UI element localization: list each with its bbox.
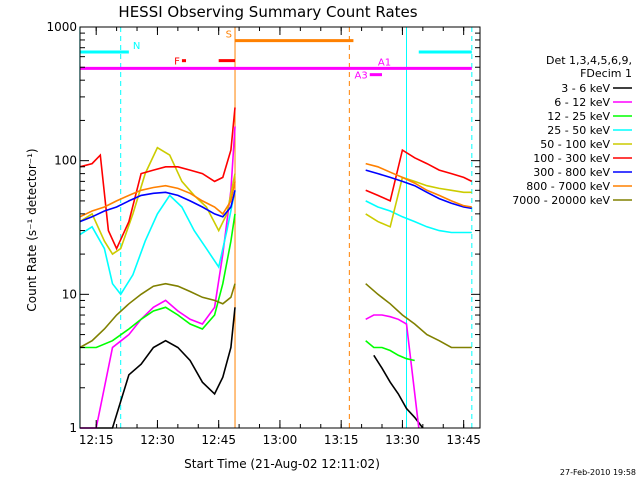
- series-line-2: [79, 213, 236, 349]
- annotation-bars: N F S A1 A3: [79, 30, 472, 82]
- series-line-7: [365, 162, 472, 208]
- annotation-label-f: F: [174, 57, 180, 68]
- x-tick-label: 12:45: [201, 433, 236, 447]
- y-tick-label: 1: [69, 421, 77, 435]
- legend-entry-label: 6 - 12 keV: [554, 96, 610, 109]
- legend-entry-label: 7000 - 20000 keV: [512, 194, 610, 207]
- series-line-3: [365, 200, 472, 234]
- data-series: [79, 107, 473, 429]
- x-tick-label: 13:45: [446, 433, 481, 447]
- series-line-3: [79, 190, 236, 296]
- series-line-0: [79, 307, 236, 429]
- y-tick-label: 10: [62, 287, 77, 301]
- series-line-8: [79, 282, 236, 349]
- legend-header: Det 1,3,4,5,6,9,: [546, 54, 632, 67]
- legend-entry-label: 12 - 25 keV: [547, 110, 610, 123]
- x-tick-label: 12:30: [140, 433, 175, 447]
- series-line-6: [79, 190, 236, 223]
- x-axis-label: Start Time (21-Aug-02 12:11:02): [184, 457, 380, 471]
- y-axis-label: Count Rate (s⁻¹ detector⁻¹): [25, 148, 39, 311]
- legend-entry-label: 25 - 50 keV: [547, 124, 610, 137]
- series-line-4: [79, 146, 236, 256]
- series-line-1: [365, 314, 420, 429]
- series-line-0: [373, 354, 424, 429]
- y-tick-label: 100: [54, 154, 77, 168]
- annotation-label-a3: A3: [355, 71, 368, 82]
- series-line-2: [365, 340, 415, 362]
- legend-entry-label: 50 - 100 keV: [540, 138, 610, 151]
- timestamp: 27-Feb-2010 19:58: [560, 468, 636, 477]
- vertical-markers: [79, 27, 473, 428]
- series-line-6: [365, 169, 472, 210]
- series-line-1: [79, 126, 236, 429]
- series-line-7: [79, 181, 236, 218]
- legend-entry-label: 100 - 300 keV: [533, 152, 610, 165]
- series-line-5: [365, 148, 473, 203]
- annotation-label-a1: A1: [378, 57, 391, 68]
- y-axis: 1 10 100 1000: [46, 20, 480, 435]
- x-tick-label: 13:00: [263, 433, 298, 447]
- series-line-4: [365, 176, 472, 228]
- series-line-8: [365, 283, 472, 349]
- x-axis: 12:15 12:30 12:45 13:00 13:15 13:30 13:45: [79, 27, 481, 447]
- chart-title: HESSI Observing Summary Count Rates: [118, 3, 417, 21]
- legend-entry-label: 3 - 6 keV: [561, 82, 610, 95]
- y-tick-label: 1000: [46, 20, 77, 34]
- x-tick-label: 13:15: [324, 433, 359, 447]
- x-tick-label: 12:15: [79, 433, 114, 447]
- legend-entry-label: 300 - 800 keV: [533, 166, 610, 179]
- plot-frame: [79, 26, 481, 429]
- legend-header: FDecim 1: [580, 67, 632, 80]
- series-line-5: [79, 107, 236, 251]
- annotation-label-s: S: [226, 30, 232, 41]
- annotation-label-n: N: [133, 41, 140, 52]
- legend-entry-label: 800 - 7000 keV: [526, 180, 610, 193]
- x-tick-label: 13:30: [385, 433, 420, 447]
